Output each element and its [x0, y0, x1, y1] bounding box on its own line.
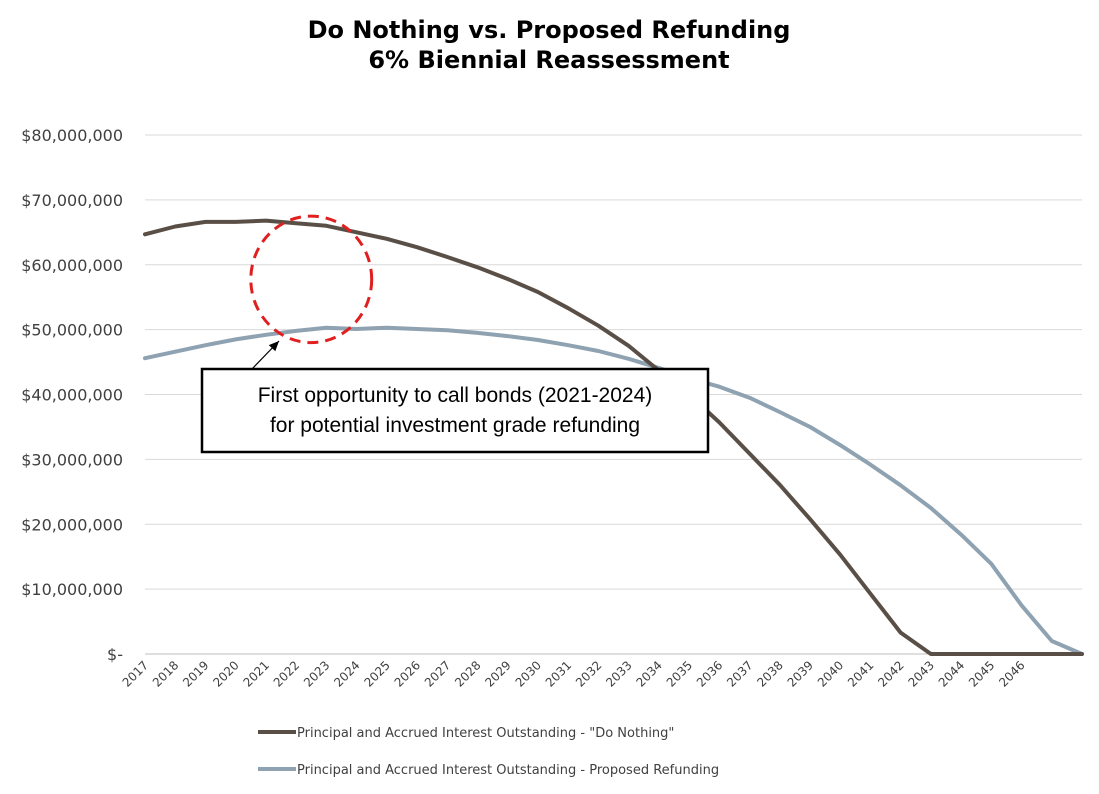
x-tick-label: 2036 [694, 658, 725, 689]
x-tick-label: 2018 [150, 658, 181, 689]
x-tick-label: 2026 [392, 658, 423, 689]
callout-text-line-2: for potential investment grade refunding [270, 414, 640, 437]
x-tick-label: 2044 [936, 658, 967, 689]
x-tick-label: 2045 [966, 658, 997, 689]
series-lines [143, 218, 1084, 656]
x-tick-label: 2019 [180, 658, 211, 689]
x-tick-label: 2037 [724, 658, 755, 689]
x-tick-label: 2017 [120, 658, 151, 689]
x-tick-label: 2028 [452, 658, 483, 689]
y-tick-label: $10,000,000 [21, 580, 123, 599]
x-tick-label: 2041 [845, 658, 876, 689]
y-tick-label: $30,000,000 [21, 450, 123, 469]
y-tick-label: $40,000,000 [21, 386, 123, 405]
x-tick-label: 2031 [543, 658, 574, 689]
x-tick-label: 2021 [241, 658, 272, 689]
x-tick-label: 2024 [331, 658, 362, 689]
legend-label-proposed-refunding: Principal and Accrued Interest Outstandi… [297, 763, 719, 778]
x-tick-label: 2046 [996, 658, 1027, 689]
x-tick-label: 2029 [482, 658, 513, 689]
x-tick-label: 2032 [573, 658, 604, 689]
x-tick-label: 2027 [422, 658, 453, 689]
x-tick-label: 2030 [513, 658, 544, 689]
x-tick-label: 2033 [603, 658, 634, 689]
x-tick-label: 2042 [875, 658, 906, 689]
legend: Principal and Accrued Interest Outstandi… [258, 726, 719, 778]
callout-arrowhead [268, 341, 279, 352]
series-line-proposed-refunding [143, 325, 1084, 656]
y-tick-label: $20,000,000 [21, 515, 123, 534]
y-tick-label: $- [107, 645, 123, 664]
x-tick-label: 2035 [664, 658, 695, 689]
x-tick-label: 2043 [905, 658, 936, 689]
y-tick-label: $60,000,000 [21, 256, 123, 275]
y-tick-label: $50,000,000 [21, 321, 123, 340]
y-tick-label: $70,000,000 [21, 191, 123, 210]
x-tick-label: 2034 [633, 658, 664, 689]
x-tick-label: 2038 [754, 658, 785, 689]
callout-annotation: First opportunity to call bonds (2021-20… [200, 214, 710, 454]
callout-box [200, 367, 710, 454]
x-tick-label: 2039 [785, 658, 816, 689]
callout-text-line-1: First opportunity to call bonds (2021-20… [258, 384, 653, 407]
chart-title-line-1: Do Nothing vs. Proposed Refunding [308, 16, 791, 44]
y-axis-tick-labels: $- $10,000,000 $20,000,000 $30,000,000 $40,0… [21, 126, 123, 664]
series-line-do-nothing [143, 218, 1084, 656]
x-tick-label: 2040 [815, 658, 846, 689]
y-tick-label: $80,000,000 [21, 126, 123, 145]
legend-label-do-nothing: Principal and Accrued Interest Outstandi… [297, 726, 674, 741]
x-tick-label: 2025 [361, 658, 392, 689]
x-axis-tick-labels: 2017201820192020202120222023202420252026… [120, 658, 1028, 689]
x-tick-label: 2022 [271, 658, 302, 689]
x-tick-label: 2020 [210, 658, 241, 689]
x-tick-label: 2023 [301, 658, 332, 689]
chart-title-line-2: 6% Biennial Reassessment [368, 46, 729, 74]
highlight-ellipse [249, 214, 374, 345]
